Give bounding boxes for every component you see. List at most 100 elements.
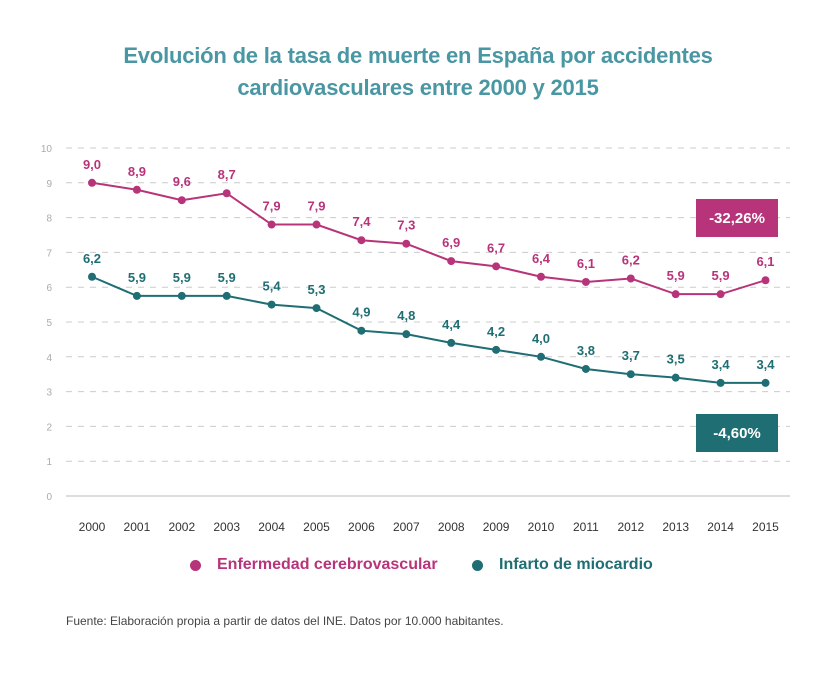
y-tick-label: 2 (46, 422, 52, 433)
x-tick-label: 2009 (483, 520, 510, 534)
data-point (357, 236, 366, 245)
x-tick-label: 2015 (752, 520, 779, 534)
data-point (447, 257, 456, 266)
y-tick-label: 3 (46, 388, 52, 399)
data-label: 3,4 (712, 357, 731, 372)
data-point (671, 290, 680, 299)
data-label: 7,9 (263, 199, 281, 214)
data-point (222, 189, 231, 198)
x-tick-label: 2010 (528, 520, 555, 534)
y-tick-label: 1 (46, 457, 52, 468)
x-tick-label: 2006 (348, 520, 375, 534)
data-label: 4,9 (352, 305, 370, 320)
y-tick-label: 5 (46, 318, 52, 329)
data-label: 6,1 (577, 256, 595, 271)
legend-label-infarto: Infarto de miocardio (499, 556, 653, 573)
data-point (312, 304, 321, 313)
data-label: 7,4 (352, 214, 371, 229)
x-tick-label: 2001 (124, 520, 151, 534)
data-point (626, 274, 635, 283)
data-label: 5,9 (173, 270, 191, 285)
data-point (761, 378, 770, 387)
y-tick-label: 0 (46, 492, 52, 503)
data-label: 9,0 (83, 157, 101, 172)
data-label: 3,8 (577, 343, 595, 358)
legend-item-infarto[interactable]: Infarto de miocardio (472, 556, 653, 574)
data-point (267, 300, 276, 309)
data-label: 4,8 (397, 308, 415, 323)
data-point (177, 196, 186, 205)
y-tick-label: 4 (46, 353, 52, 364)
data-point (402, 239, 411, 248)
y-tick-label: 8 (46, 214, 52, 225)
x-tick-label: 2007 (393, 520, 420, 534)
x-tick-label: 2012 (617, 520, 644, 534)
data-label: 6,2 (622, 253, 640, 268)
data-label: 5,9 (218, 270, 236, 285)
data-point (626, 370, 635, 379)
data-point (537, 272, 545, 281)
data-point (177, 291, 186, 300)
data-label: 5,4 (263, 279, 282, 294)
data-point (761, 276, 770, 285)
data-label: 6,9 (442, 235, 460, 250)
y-tick-label: 10 (41, 144, 53, 155)
legend-label-cerebrovascular: Enfermedad cerebrovascular (217, 556, 438, 573)
data-point (716, 290, 725, 299)
chart-title-line1: Evolución de la tasa de muerte en España… (123, 43, 713, 68)
data-label: 6,2 (83, 251, 101, 266)
data-point (447, 338, 456, 347)
legend-marker-cerebrovascular (190, 559, 201, 571)
x-tick-label: 2003 (213, 520, 240, 534)
data-label: 8,7 (218, 167, 236, 182)
x-tick-label: 2013 (662, 520, 689, 534)
y-tick-label: 6 (46, 283, 52, 294)
data-label: 3,5 (667, 352, 685, 367)
series-line-infarto (91, 275, 766, 384)
data-label: 5,9 (128, 270, 146, 285)
data-point (716, 378, 725, 387)
data-point (132, 291, 141, 300)
data-point (671, 373, 680, 382)
legend-item-cerebrovascular[interactable]: Enfermedad cerebrovascular (190, 556, 438, 574)
chart-title-line2: cardiovasculares entre 2000 y 2015 (237, 75, 599, 100)
data-label: 4,2 (487, 324, 505, 339)
data-point (492, 262, 501, 271)
data-point (312, 220, 321, 229)
data-point (581, 364, 590, 373)
x-tick-label: 2014 (707, 520, 734, 534)
data-point (581, 277, 590, 286)
data-point (132, 185, 141, 194)
x-tick-label: 2005 (303, 520, 330, 534)
legend-marker-infarto (472, 559, 483, 571)
data-label: 5,9 (712, 268, 730, 283)
data-label: 4,0 (532, 331, 550, 346)
data-label: 4,4 (442, 317, 461, 332)
data-point (267, 220, 276, 229)
data-label: 6,1 (756, 254, 774, 269)
data-point (357, 326, 366, 335)
change-badge-cerebrovascular (696, 199, 778, 237)
x-tick-label: 2004 (258, 520, 285, 534)
x-tick-label: 2000 (79, 520, 106, 534)
change-badge-infarto-label: -4,60% (713, 425, 761, 442)
y-tick-label: 7 (46, 248, 52, 259)
series-line-cerebrovascular (91, 181, 766, 296)
data-label: 9,6 (173, 174, 191, 189)
chart-title: Evolución de la tasa de muerte en España… (0, 40, 836, 104)
data-point (402, 330, 411, 339)
source-note: Fuente: Elaboración propia a partir de d… (66, 614, 504, 628)
data-label: 3,7 (622, 348, 640, 363)
change-badge-infarto (696, 414, 778, 452)
data-point (537, 352, 545, 361)
data-label: 5,3 (307, 282, 325, 297)
x-tick-label: 2008 (438, 520, 465, 534)
data-label: 6,4 (532, 251, 551, 266)
data-point (222, 291, 231, 300)
data-point (88, 178, 96, 187)
data-label: 7,3 (397, 218, 415, 233)
data-label: 6,7 (487, 240, 505, 255)
data-point (88, 272, 96, 281)
data-label: 7,9 (307, 199, 325, 214)
